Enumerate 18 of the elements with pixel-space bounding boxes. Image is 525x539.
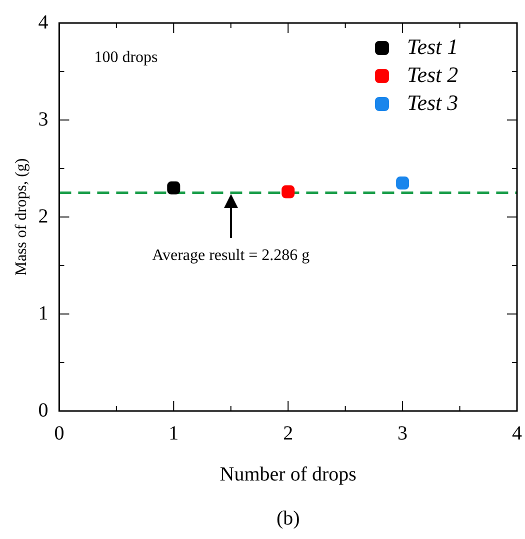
annotation: Average result = 2.286 g (152, 247, 310, 264)
y-axis-title: Mass of drops, (g) (12, 158, 30, 276)
legend-label: Test 3 (407, 90, 458, 115)
legend-label: Test 2 (407, 62, 458, 87)
legend-label: Test 1 (407, 34, 458, 59)
y-tick-label: 2 (38, 205, 48, 228)
y-tick-label: 4 (38, 11, 48, 34)
x-tick-label: 0 (54, 422, 64, 444)
x-tick-label: 4 (512, 422, 522, 444)
y-tick-label: 0 (38, 399, 48, 422)
x-axis-title: Number of drops (220, 463, 357, 486)
x-tick-label: 2 (283, 422, 294, 444)
text: (b) (276, 507, 300, 530)
y-tick-label: 1 (38, 302, 48, 324)
x-tick-label: 3 (398, 422, 408, 444)
y-tick-label: 3 (38, 108, 48, 130)
x-tick-label: 1 (168, 422, 179, 444)
annotation: 100 drops (94, 49, 158, 66)
